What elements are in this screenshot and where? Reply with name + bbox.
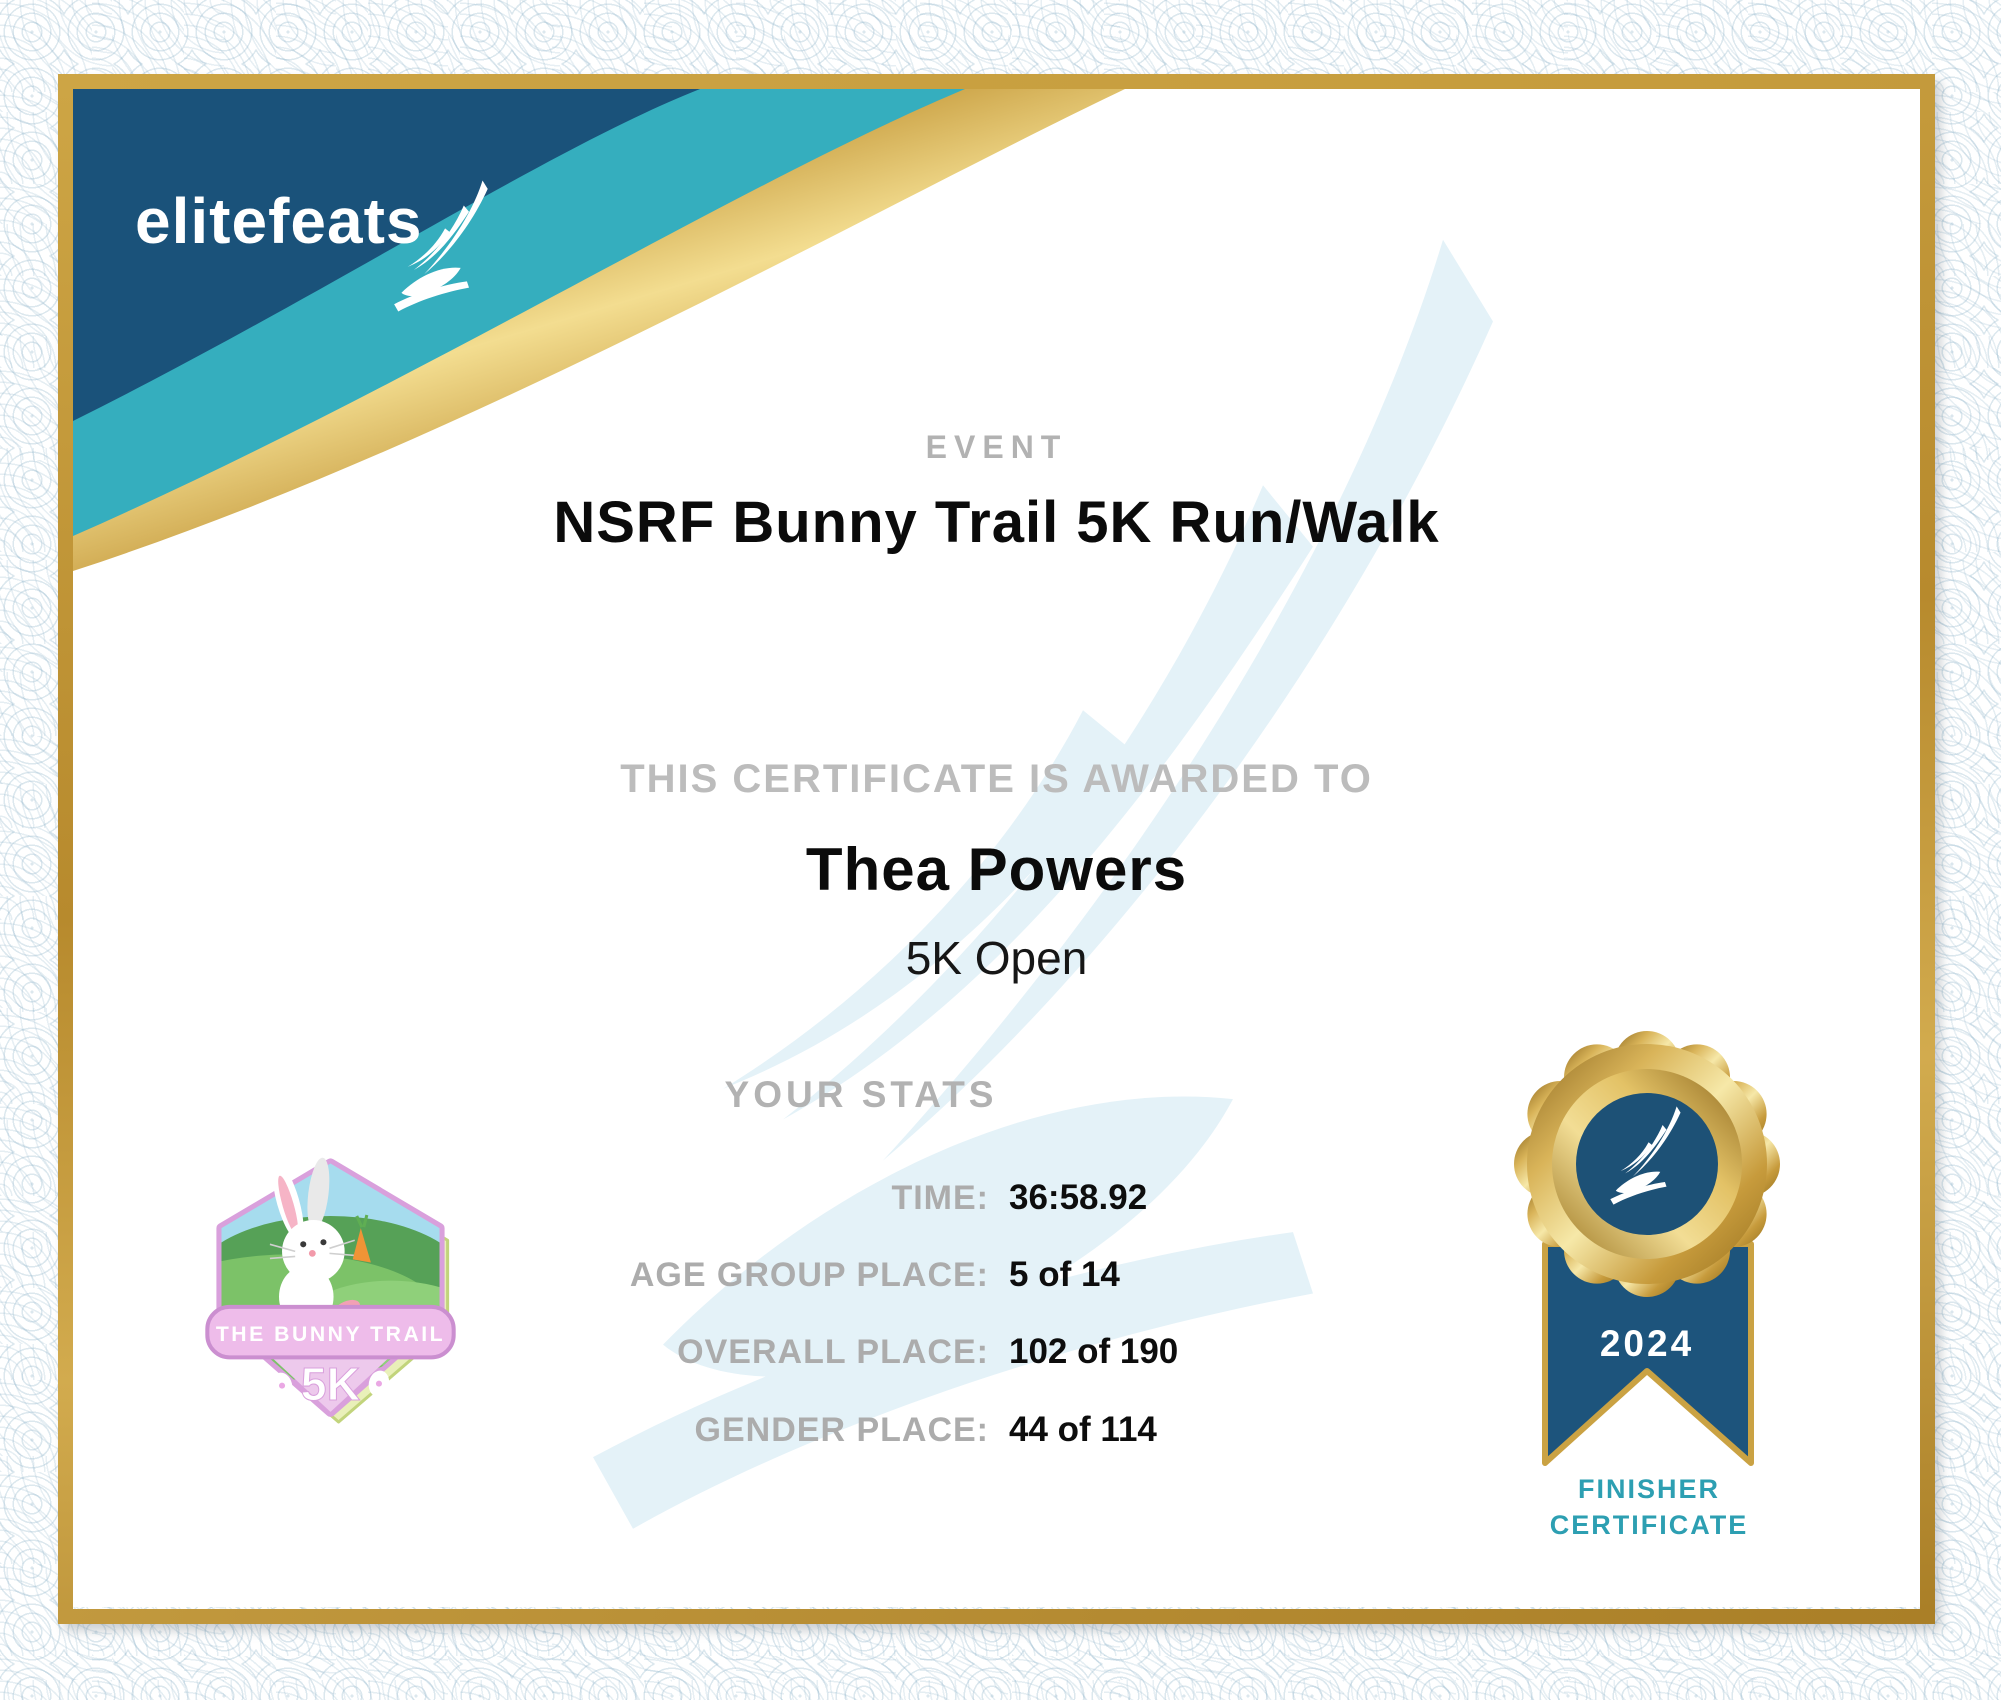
- recipient-name: Thea Powers: [805, 836, 1188, 903]
- event-title: NSRF Bunny Trail 5K Run/Walk: [553, 490, 1440, 555]
- stat-value: 36:58.92: [1009, 1178, 1148, 1217]
- stat-row-age-group-place: AGE GROUP PLACE: 5 of 14: [73, 1251, 1920, 1299]
- awarded-to-label: THIS CERTIFICATE IS AWARDED TO: [620, 757, 1373, 801]
- badge-banner: [205, 1304, 456, 1360]
- stat-value: 44 of 114: [1009, 1410, 1157, 1449]
- stat-label: AGE GROUP PLACE:: [629, 1256, 989, 1294]
- stat-row-overall-place: OVERALL PLACE: 102 of 190: [73, 1328, 1920, 1376]
- winged-foot-icon: [394, 180, 488, 312]
- stat-row-gender-place: GENDER PLACE: 44 of 114: [73, 1406, 1920, 1454]
- badge-banner-text: THE BUNNY TRAIL: [216, 1323, 445, 1346]
- medal-year: 2024: [1600, 1323, 1694, 1364]
- finisher-caption-line1: FINISHER: [1577, 1474, 1720, 1504]
- finisher-medal: 2024: [1514, 1031, 1780, 1466]
- stat-value: 5 of 14: [1009, 1255, 1120, 1294]
- finisher-caption: FINISHER CERTIFICATE: [1550, 1471, 1749, 1543]
- division-label: 5K Open: [905, 932, 1088, 984]
- carrot: [352, 1228, 371, 1263]
- medal-center: [1576, 1093, 1718, 1235]
- brand-logo-text: elitefeats: [135, 185, 423, 257]
- stat-value: 102 of 190: [1009, 1332, 1179, 1371]
- event-label: EVENT: [925, 429, 1068, 465]
- bunny-trail-event-logo: THE BUNNY TRAIL 5K: [205, 1157, 456, 1424]
- your-stats-heading: YOUR STATS: [724, 1074, 998, 1115]
- finisher-caption-line2: CERTIFICATE: [1549, 1510, 1749, 1540]
- navy-swoosh-shape: [73, 89, 700, 421]
- stat-label: GENDER PLACE:: [694, 1411, 989, 1449]
- stat-label: OVERALL PLACE:: [677, 1333, 989, 1371]
- badge-distance-text: 5K: [301, 1358, 361, 1410]
- header-swoosh: [73, 89, 1125, 571]
- certificate-body: elitefeats EVENT NSRF Bunny Trail 5K Run…: [73, 89, 1920, 1607]
- stat-row-time: TIME: 36:58.92: [73, 1174, 1920, 1222]
- stat-label: TIME:: [891, 1179, 989, 1217]
